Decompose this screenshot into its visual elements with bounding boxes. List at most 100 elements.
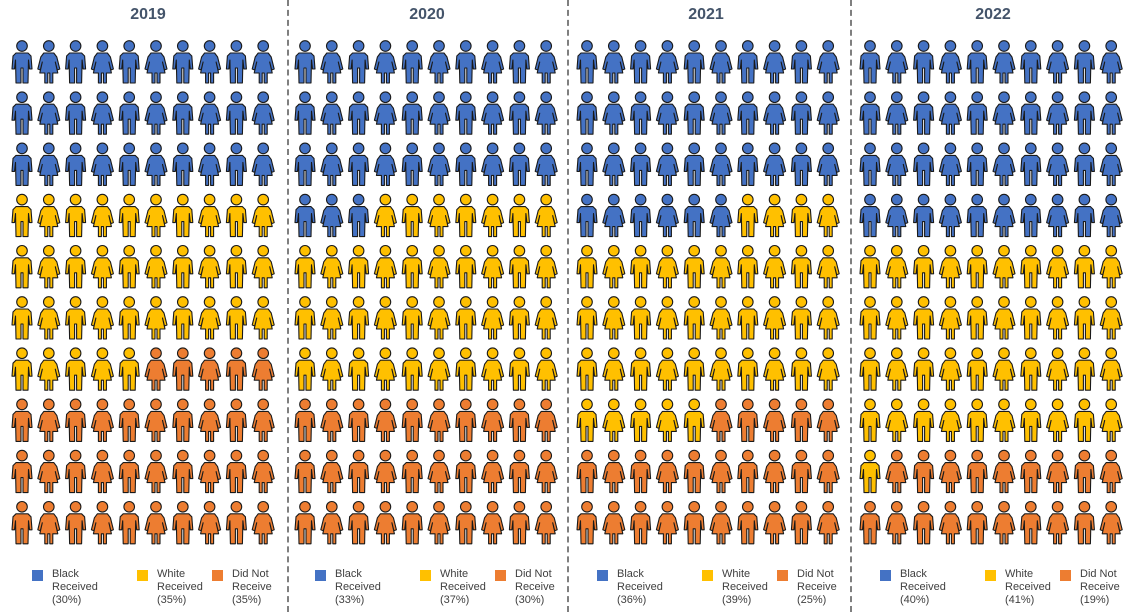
- person-icon: [1073, 449, 1095, 494]
- person-icon: [790, 449, 812, 494]
- person-icon: [481, 296, 505, 340]
- person-icon: [508, 40, 530, 84]
- person-icon: [427, 244, 451, 289]
- person-icon: [602, 244, 626, 289]
- person-icon: [630, 449, 652, 494]
- legend-label: Did Not Receive (19%): [1080, 568, 1120, 606]
- person-icon: [913, 449, 935, 494]
- person-icon: [508, 449, 530, 494]
- person-icon: [992, 193, 1016, 238]
- person-icon: [65, 500, 87, 545]
- person-icon: [90, 193, 114, 238]
- person-icon: [859, 91, 881, 135]
- person-icon: [913, 500, 935, 545]
- person-icon: [1020, 449, 1042, 494]
- person-icon: [11, 296, 33, 340]
- person-icon: [401, 91, 423, 135]
- person-icon: [455, 40, 477, 84]
- person-icon: [11, 142, 33, 186]
- person-icon: [198, 142, 222, 186]
- person-icon: [401, 296, 423, 340]
- person-icon: [427, 40, 451, 84]
- person-icon: [938, 193, 962, 238]
- person-icon: [709, 91, 733, 135]
- person-icon: [401, 193, 423, 238]
- person-icon: [763, 193, 787, 238]
- person-icon: [683, 398, 705, 442]
- person-icon: [198, 500, 222, 545]
- person-icon: [630, 142, 652, 186]
- person-icon: [1020, 91, 1042, 135]
- person-icon: [1073, 500, 1095, 545]
- person-icon: [65, 40, 87, 84]
- legend-label: Did Not Receive (25%): [797, 568, 837, 606]
- legend-swatch: [777, 570, 788, 581]
- legend-label: Black Received (36%): [617, 568, 663, 606]
- person-icon: [225, 449, 247, 494]
- person-icon: [251, 193, 275, 238]
- person-icon: [348, 40, 370, 84]
- person-icon: [348, 449, 370, 494]
- person-icon: [294, 347, 316, 391]
- person-icon: [576, 347, 598, 391]
- person-icon: [859, 449, 881, 494]
- person-icon: [251, 40, 275, 84]
- person-icon: [401, 142, 423, 186]
- person-icon: [1046, 296, 1070, 340]
- person-icon: [1099, 500, 1123, 545]
- person-icon: [655, 244, 679, 289]
- person-icon: [790, 244, 812, 289]
- person-icon: [683, 142, 705, 186]
- person-icon: [37, 398, 61, 442]
- person-icon: [11, 244, 33, 289]
- person-icon: [534, 398, 558, 442]
- person-icon: [455, 347, 477, 391]
- person-icon: [1046, 91, 1070, 135]
- person-icon: [37, 40, 61, 84]
- panel-title-2021: 2021: [688, 6, 724, 23]
- person-icon: [225, 398, 247, 442]
- person-icon: [913, 91, 935, 135]
- person-icon: [655, 40, 679, 84]
- person-icon: [198, 449, 222, 494]
- person-icon: [576, 398, 598, 442]
- person-icon: [576, 449, 598, 494]
- person-icon: [508, 296, 530, 340]
- person-icon: [534, 40, 558, 84]
- person-icon: [655, 142, 679, 186]
- person-icon: [816, 296, 840, 340]
- person-icon: [90, 142, 114, 186]
- person-icon: [65, 398, 87, 442]
- person-icon: [172, 398, 194, 442]
- person-icon: [320, 244, 344, 289]
- person-icon: [1046, 398, 1070, 442]
- person-icon: [763, 244, 787, 289]
- person-icon: [913, 244, 935, 289]
- person-icon: [790, 91, 812, 135]
- person-icon: [966, 500, 988, 545]
- person-icon: [938, 296, 962, 340]
- person-icon: [683, 296, 705, 340]
- person-icon: [709, 142, 733, 186]
- person-icon: [790, 398, 812, 442]
- person-icon: [576, 91, 598, 135]
- person-icon: [172, 142, 194, 186]
- person-icon: [966, 193, 988, 238]
- person-icon: [534, 500, 558, 545]
- person-icon: [373, 244, 397, 289]
- person-icon: [709, 40, 733, 84]
- person-icon: [992, 296, 1016, 340]
- person-icon: [37, 142, 61, 186]
- person-icon: [1020, 398, 1042, 442]
- person-icon: [1046, 193, 1070, 238]
- person-icon: [455, 193, 477, 238]
- person-icon: [992, 244, 1016, 289]
- person-icon: [37, 296, 61, 340]
- person-icon: [37, 347, 61, 391]
- person-icon: [172, 91, 194, 135]
- person-icon: [11, 193, 33, 238]
- person-icon: [144, 40, 168, 84]
- person-icon: [1046, 244, 1070, 289]
- person-icon: [373, 40, 397, 84]
- person-icon: [481, 449, 505, 494]
